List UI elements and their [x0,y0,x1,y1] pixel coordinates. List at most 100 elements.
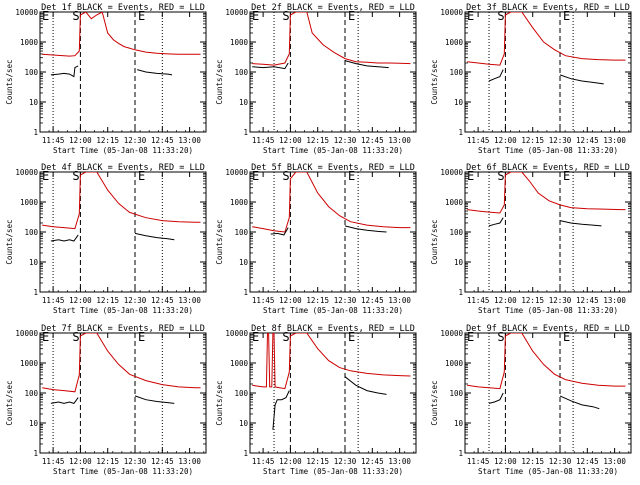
y-tick-label: 10 [454,419,464,428]
x-tick-label: 12:30 [334,296,357,305]
x-tick-label: 12:30 [124,457,147,466]
end-marker-label: E [348,9,355,23]
start-marker-label: S [497,330,504,344]
panel-det-6: Det 6f BLACK = Events, RED = LLD 1 10 100 10… [430,163,632,315]
y-tick-label: 1000 [230,38,249,47]
series-events-line [559,220,602,227]
y-tick-label: 10 [29,98,39,107]
series-events-line [344,376,387,395]
x-axis-label: Start Time (05-Jan-08 11:33:20) [263,306,403,315]
end-marker-label-left: E [467,169,474,183]
series-lld-line [467,172,626,214]
start-marker-label: S [497,9,504,23]
y-tick-label: 1 [458,128,463,137]
x-tick-label: 12:15 [306,136,329,145]
panel-det-3: Det 3f BLACK = Events, RED = LLD 1 10 100 10… [430,3,632,155]
series-lld-line [252,333,411,390]
end-marker-label-left: E [467,9,474,23]
end-marker-label: E [563,169,570,183]
series-events-line [50,397,79,404]
x-tick-label: 12:30 [549,136,572,145]
data-layer [252,333,411,430]
x-tick-label: 12:00 [494,296,517,305]
x-tick-label: 13:00 [603,136,626,145]
x-axis-label: Start Time (05-Jan-08 11:33:20) [53,306,193,315]
plot-frame [39,171,207,293]
x-tick-label: 12:00 [69,457,92,466]
series-lld-line [467,12,626,66]
data-layer [42,172,201,242]
end-marker-label-left: E [252,330,259,344]
end-marker-label-left: E [42,9,49,23]
x-axis-label: Start Time (05-Jan-08 11:33:20) [263,146,403,155]
y-tick-label: 100 [24,68,38,77]
x-tick-label: 13:00 [603,296,626,305]
x-tick-label: 12:00 [279,136,302,145]
panel-title: Det 3f BLACK = Events, RED = LLD [466,3,630,13]
x-tick-label: 12:45 [361,457,384,466]
y-tick-label: 10 [454,98,464,107]
plot-frame [39,11,207,133]
x-tick-label: 12:45 [151,457,174,466]
x-axis-label: Start Time (05-Jan-08 11:33:20) [478,467,618,476]
end-marker-label-left: E [42,330,49,344]
y-tick-label: 10000 [15,168,38,177]
series-events-line [272,390,290,430]
x-tick-label: 12:45 [361,136,384,145]
x-tick-label: 12:15 [521,457,544,466]
end-marker-label: E [348,169,355,183]
y-axis-label: Counts/sec [430,380,439,425]
x-tick-label: 12:30 [124,136,147,145]
end-marker-label-left: E [467,330,474,344]
series-lld-line [42,333,201,393]
start-marker-label: S [282,9,289,23]
x-tick-label: 12:30 [549,296,572,305]
data-layer [42,12,201,78]
panel-title: Det 7f BLACK = Events, RED = LLD [41,324,205,334]
series-lld-line [467,333,626,390]
x-tick-label: 11:45 [252,296,275,305]
y-tick-label: 10 [239,258,249,267]
end-marker-label-left: E [42,169,49,183]
plot-frame [249,171,417,293]
panel-det-4: Det 4f BLACK = Events, RED = LLD 1 10 100 10… [5,163,207,315]
x-tick-label: 12:30 [124,296,147,305]
data-layer [467,333,626,410]
x-tick-label: 12:15 [521,296,544,305]
series-lld-line [42,172,201,230]
x-tick-label: 13:00 [178,136,201,145]
data-layer [467,12,626,85]
y-axis-label: Counts/sec [215,380,224,425]
y-tick-label: 10 [239,98,249,107]
plot-frame [39,332,207,454]
y-tick-label: 10000 [225,168,248,177]
y-tick-label: 1 [458,288,463,297]
x-tick-label: 13:00 [603,457,626,466]
series-events-line [488,69,504,82]
x-tick-label: 11:45 [42,296,65,305]
series-events-line [50,234,79,242]
x-tick-label: 12:30 [334,136,357,145]
panel-title: Det 2f BLACK = Events, RED = LLD [251,3,415,13]
y-tick-label: 10000 [440,168,463,177]
y-tick-label: 10000 [440,8,463,17]
panel-det-1: Det 1f BLACK = Events, RED = LLD 1 10 100 10… [5,3,207,155]
y-axis-label: Counts/sec [5,380,14,425]
series-events-line [344,60,389,69]
end-marker-label: E [348,330,355,344]
y-tick-label: 1 [243,449,248,458]
start-marker-label: S [282,330,289,344]
panel-det-8: Det 8f BLACK = Events, RED = LLD 1 10 100 10… [215,324,417,476]
x-tick-label: 11:45 [467,457,490,466]
x-tick-label: 12:00 [69,136,92,145]
series-events-line [488,217,504,227]
series-events-line [50,65,79,78]
y-tick-label: 10000 [15,8,38,17]
x-axis-label: Start Time (05-Jan-08 11:33:20) [53,146,193,155]
y-tick-label: 1 [33,128,38,137]
x-tick-label: 12:00 [494,136,517,145]
y-tick-label: 100 [24,228,38,237]
series-events-line [344,225,387,233]
